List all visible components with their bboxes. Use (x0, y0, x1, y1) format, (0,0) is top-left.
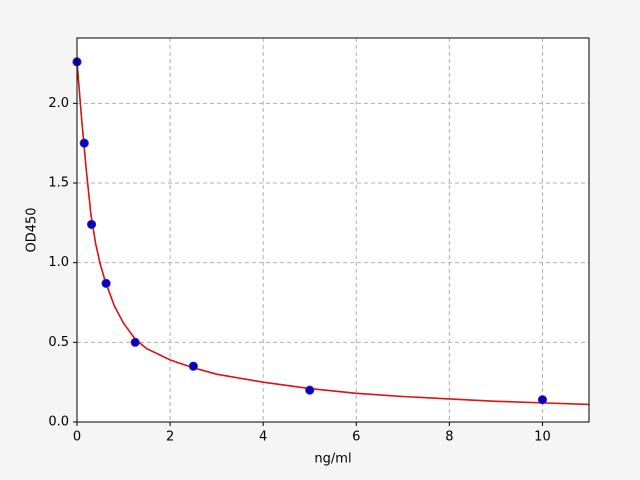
y-tick-label: 1.5 (48, 175, 69, 190)
x-tick-label: 10 (534, 430, 551, 445)
y-axis-label: OD450 (25, 207, 40, 252)
data-point (537, 395, 548, 405)
data-point (305, 385, 315, 395)
data-point (130, 337, 140, 347)
x-tick-label: 8 (445, 430, 453, 445)
x-axis-label: ng/ml (314, 452, 351, 467)
y-tick-label: 0.0 (48, 415, 69, 430)
data-point (188, 361, 198, 371)
x-tick-label: 2 (166, 430, 174, 445)
plot-frame (76, 37, 590, 423)
plot-area (77, 38, 589, 422)
x-tick-label: 6 (352, 430, 360, 445)
fit-curve (76, 61, 590, 406)
x-tick-label: 4 (259, 430, 267, 445)
y-tick-label: 1.0 (48, 255, 69, 270)
data-point (101, 278, 111, 288)
x-tick-label: 0 (73, 430, 81, 445)
y-tick-label: 2.0 (48, 96, 69, 111)
data-point (79, 138, 89, 148)
data-point (86, 219, 97, 230)
y-tick-label: 0.5 (48, 335, 69, 350)
